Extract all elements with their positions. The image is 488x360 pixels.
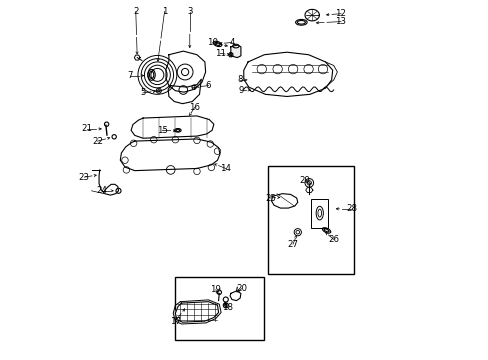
Text: 25: 25: [264, 194, 275, 202]
Text: 23: 23: [79, 173, 90, 182]
Text: 18: 18: [221, 303, 232, 312]
Text: 19: 19: [210, 285, 221, 294]
Text: 2: 2: [133, 7, 138, 16]
Bar: [267, 166, 354, 274]
Text: 9: 9: [239, 86, 244, 95]
Polygon shape: [305, 188, 312, 193]
Polygon shape: [168, 79, 201, 104]
Polygon shape: [271, 194, 297, 208]
Polygon shape: [120, 139, 220, 171]
Text: 8: 8: [237, 76, 243, 85]
Text: 22: 22: [92, 137, 103, 146]
Bar: [310, 199, 328, 228]
Text: 27: 27: [287, 240, 298, 248]
Text: 4: 4: [229, 38, 234, 47]
Bar: [175, 277, 263, 340]
Text: 21: 21: [81, 125, 92, 134]
Polygon shape: [230, 291, 241, 301]
Polygon shape: [175, 302, 218, 322]
Text: 13: 13: [335, 17, 346, 26]
Text: 16: 16: [189, 103, 200, 112]
Text: 7: 7: [127, 71, 133, 80]
Text: 17: 17: [169, 317, 181, 325]
Text: 11: 11: [214, 49, 225, 58]
Text: 12: 12: [335, 9, 346, 18]
Text: 29: 29: [299, 176, 310, 185]
Text: 14: 14: [220, 164, 231, 173]
Polygon shape: [244, 52, 332, 96]
Text: 24: 24: [97, 186, 107, 195]
Polygon shape: [305, 9, 319, 21]
Text: 10: 10: [207, 38, 218, 47]
Text: 6: 6: [205, 81, 211, 90]
Polygon shape: [166, 51, 205, 92]
Polygon shape: [230, 45, 241, 58]
Text: 15: 15: [157, 126, 167, 135]
Polygon shape: [131, 116, 213, 138]
Text: 26: 26: [327, 235, 339, 244]
Text: 3: 3: [186, 7, 192, 16]
Text: 28: 28: [346, 204, 357, 213]
Text: 5: 5: [140, 89, 145, 98]
Text: 20: 20: [236, 284, 246, 293]
Polygon shape: [134, 55, 140, 60]
Text: 1: 1: [162, 7, 167, 16]
